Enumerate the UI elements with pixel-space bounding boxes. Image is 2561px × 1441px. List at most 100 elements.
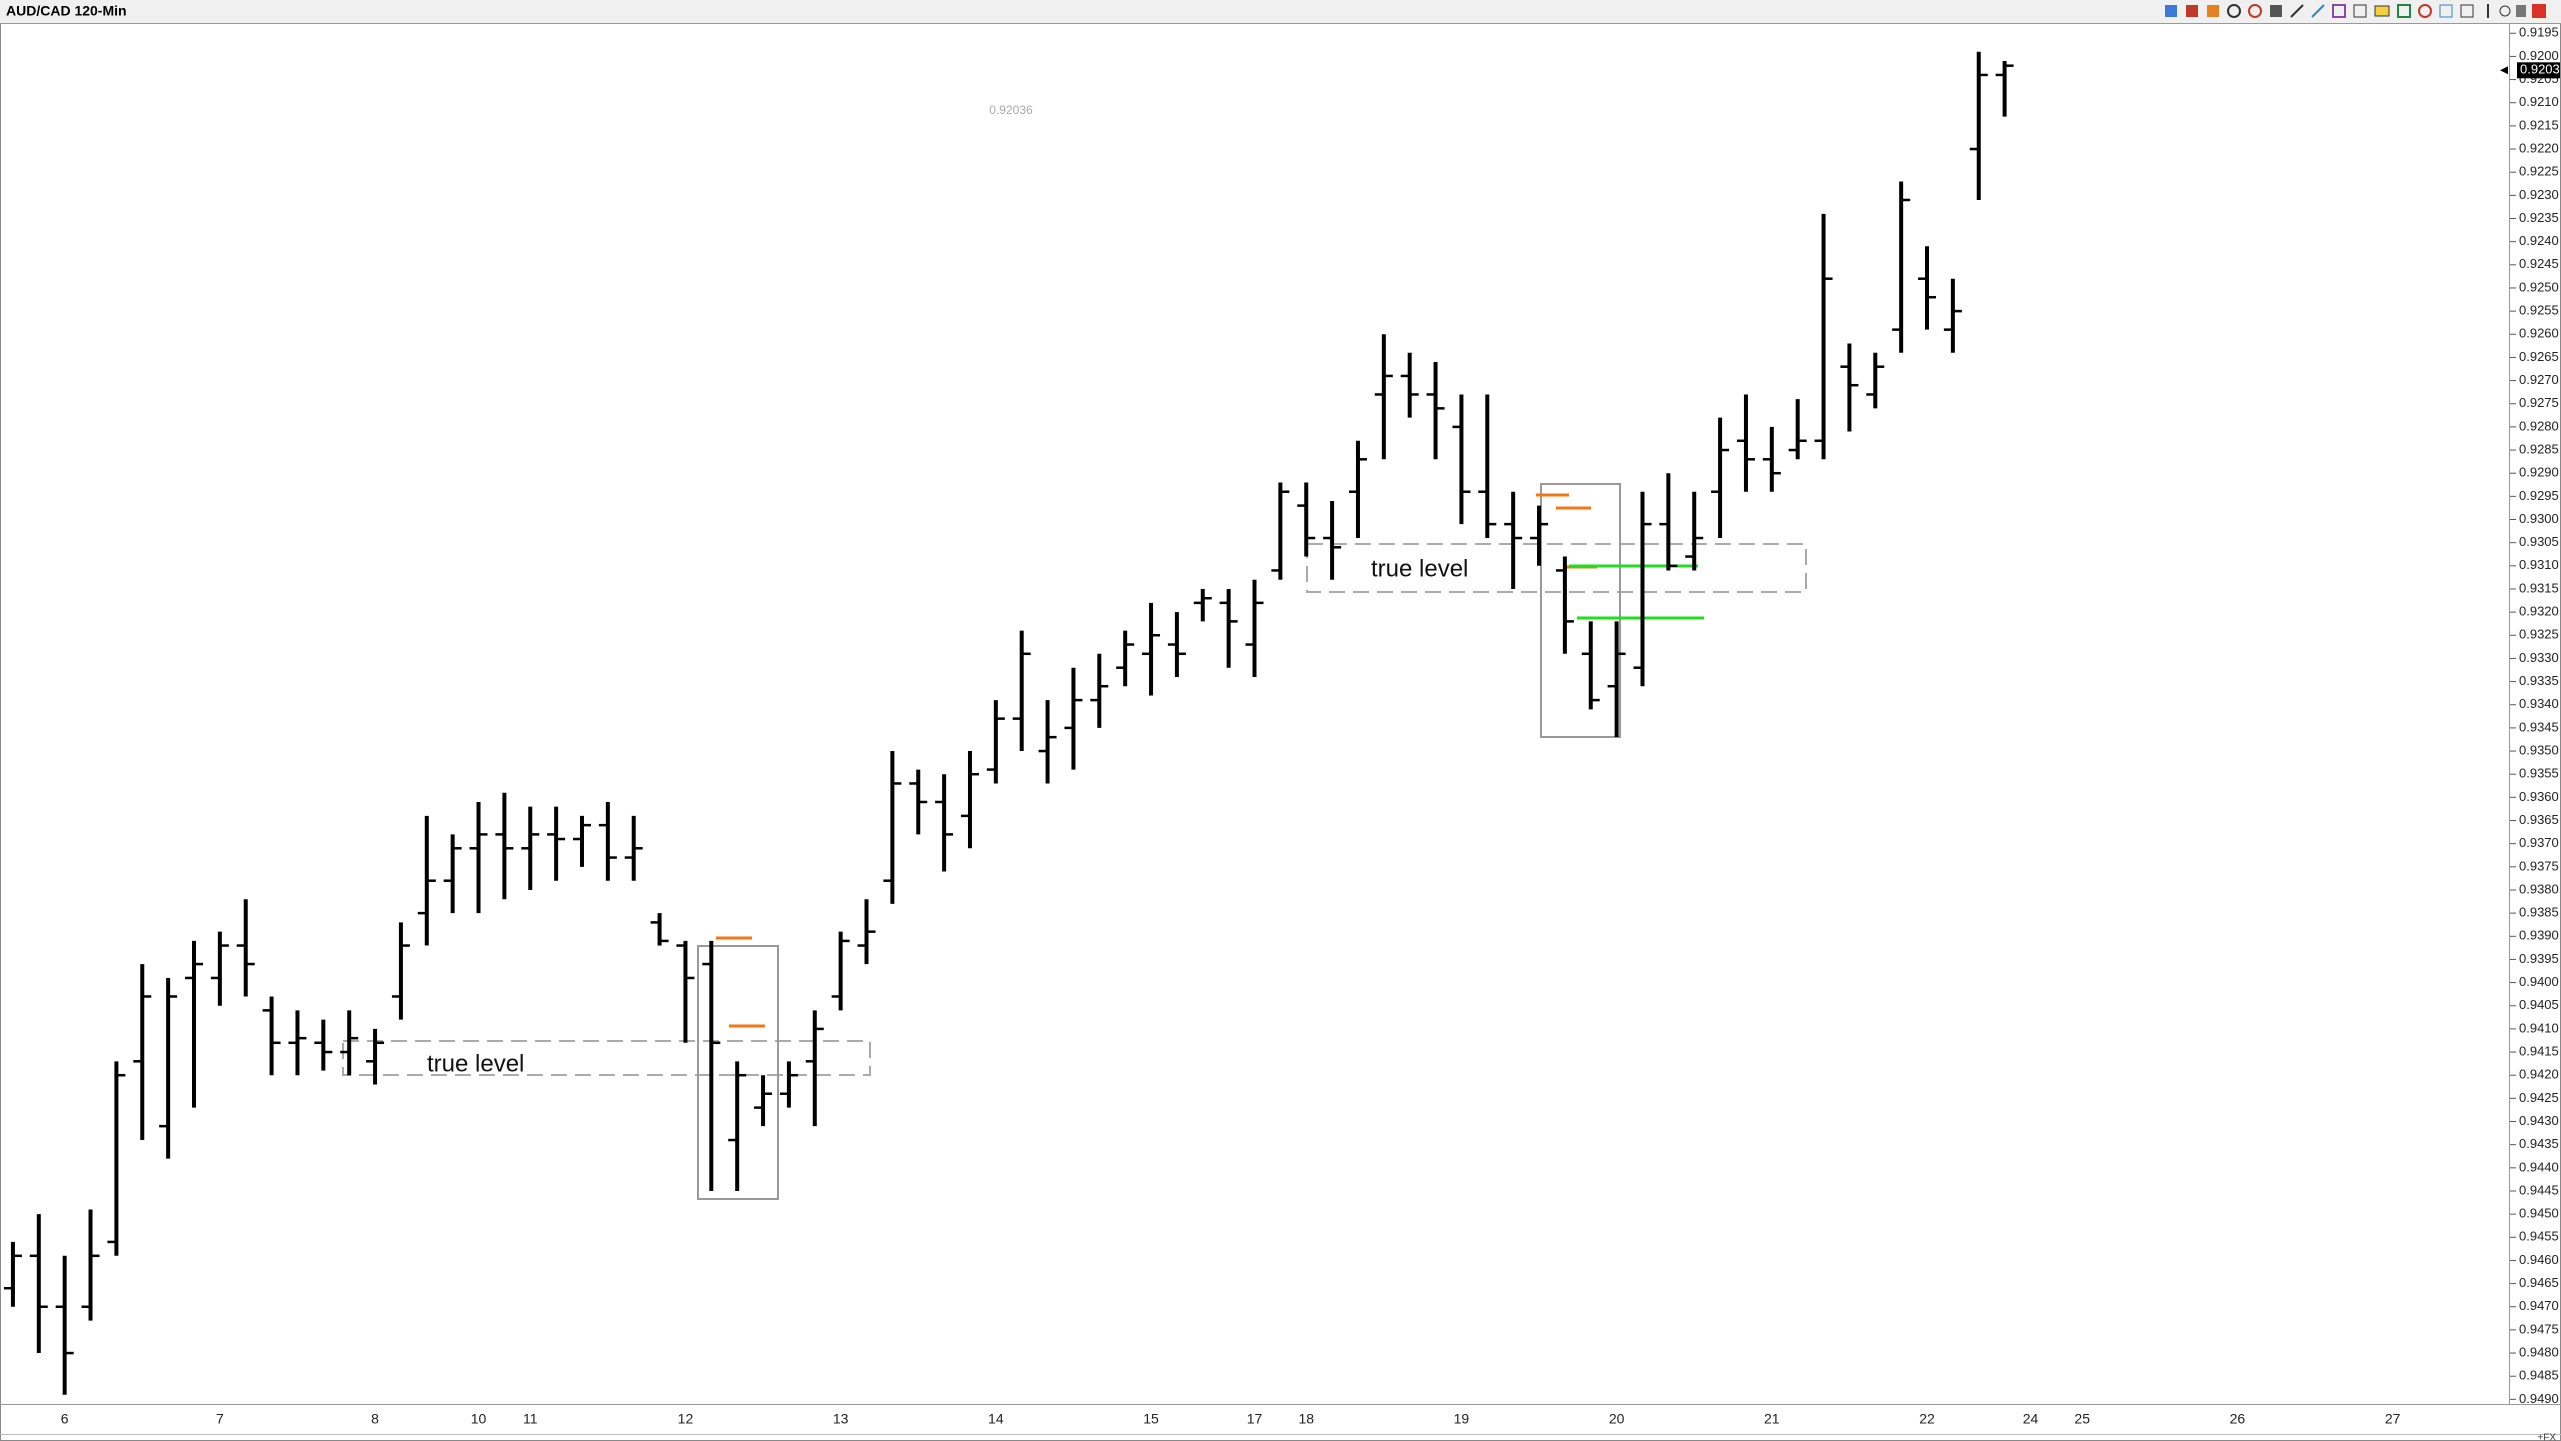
y-tick-label: 0.9455 (2519, 1229, 2559, 1244)
toolbar-icon[interactable] (2499, 5, 2511, 17)
x-tick-label: 12 (678, 1411, 694, 1427)
y-tick-label: 0.9420 (2519, 1067, 2559, 1082)
y-tick-label: 0.9485 (2519, 1368, 2559, 1383)
y-tick-label: 0.9380 (2519, 881, 2559, 896)
annotation-label: true level (1371, 555, 1468, 582)
y-tick-label: 0.9350 (2519, 742, 2559, 757)
y-tick-label: 0.9265 (2519, 349, 2559, 364)
y-tick-label: 0.9195 (2519, 25, 2559, 40)
y-tick-label: 0.9270 (2519, 372, 2559, 387)
x-tick-label: 20 (1609, 1411, 1625, 1427)
x-tick-label: 26 (2230, 1411, 2246, 1427)
y-tick-label: 0.9405 (2519, 997, 2559, 1012)
last-price-arrow (2500, 66, 2508, 75)
y-tick-label: 0.9400 (2519, 974, 2559, 989)
y-tick-label: 0.9390 (2519, 928, 2559, 943)
y-tick-label: 0.9385 (2519, 905, 2559, 920)
x-tick-label: 11 (523, 1411, 538, 1427)
y-tick-label: 0.9250 (2519, 279, 2559, 294)
y-tick-label: 0.9325 (2519, 627, 2559, 642)
annotation-label: true level (427, 1050, 524, 1077)
y-tick-label: 0.9295 (2519, 488, 2559, 503)
y-tick-label: 0.9395 (2519, 951, 2559, 966)
y-tick-label: 0.9415 (2519, 1043, 2559, 1058)
toolbar-icon[interactable] (2290, 4, 2304, 18)
y-tick-label: 0.9360 (2519, 789, 2559, 804)
x-tick-label: 6 (61, 1411, 69, 1427)
y-tick-label: 0.9235 (2519, 210, 2559, 225)
chart-title: AUD/CAD 120-Min (6, 3, 127, 19)
y-tick-label: 0.9425 (2519, 1090, 2559, 1105)
last-price-label: 0.9203 (2520, 62, 2560, 77)
close-button[interactable] (2532, 4, 2546, 18)
toolbar-icon[interactable] (2439, 4, 2453, 18)
y-tick-label: 0.9220 (2519, 140, 2559, 155)
footer-label: +FX (2537, 1433, 2556, 1441)
y-tick-label: 0.9430 (2519, 1113, 2559, 1128)
x-tick-label: 7 (216, 1411, 224, 1427)
x-tick-label: 17 (1247, 1411, 1263, 1427)
y-tick-label: 0.9290 (2519, 465, 2559, 480)
toolbar-icon[interactable] (2516, 5, 2526, 17)
y-tick-label: 0.9245 (2519, 256, 2559, 271)
y-tick-label: 0.9330 (2519, 650, 2559, 665)
x-tick-label: 14 (988, 1411, 1004, 1427)
zone-rect (1306, 543, 1807, 593)
toolbar (0, 0, 2561, 23)
toolbar-icon[interactable] (2460, 4, 2474, 18)
y-tick-label: 0.9300 (2519, 511, 2559, 526)
x-tick-label: 27 (2385, 1411, 2401, 1427)
toolbar-icon[interactable] (2186, 5, 2198, 17)
x-tick-label: 13 (833, 1411, 849, 1427)
y-tick-label: 0.9225 (2519, 164, 2559, 179)
x-tick-label: 25 (2074, 1411, 2090, 1427)
x-tick-label: 15 (1143, 1411, 1159, 1427)
cursor-price: 0.92036 (989, 103, 1033, 117)
y-tick-label: 0.9320 (2519, 604, 2559, 619)
y-tick-label: 0.9255 (2519, 303, 2559, 318)
y-tick-label: 0.9475 (2519, 1321, 2559, 1336)
y-tick-label: 0.9285 (2519, 441, 2559, 456)
x-tick-label: 10 (471, 1411, 487, 1427)
y-tick-label: 0.9435 (2519, 1136, 2559, 1151)
toolbar-icon[interactable] (2397, 4, 2411, 18)
toolbar-icon[interactable] (2353, 4, 2367, 18)
y-tick-label: 0.9280 (2519, 418, 2559, 433)
y-tick-label: 0.9215 (2519, 117, 2559, 132)
toolbar-icon[interactable] (2311, 4, 2325, 18)
y-tick-label: 0.9410 (2519, 1020, 2559, 1035)
y-tick-label: 0.9345 (2519, 719, 2559, 734)
y-tick-label: 0.9305 (2519, 534, 2559, 549)
x-tick-label: 18 (1298, 1411, 1314, 1427)
y-tick-label: 0.9445 (2519, 1182, 2559, 1197)
y-tick-label: 0.9355 (2519, 766, 2559, 781)
toolbar-icon[interactable] (2332, 4, 2346, 18)
toolbar-icon[interactable] (2165, 5, 2177, 17)
y-tick-label: 0.9310 (2519, 557, 2559, 572)
toolbar-icon[interactable] (2207, 5, 2219, 17)
y-tick-label: 0.9260 (2519, 326, 2559, 341)
toolbar-icon[interactable] (2248, 4, 2262, 18)
zone-rect (342, 1040, 871, 1076)
toolbar-icon[interactable] (2270, 5, 2282, 17)
y-tick-label: 0.9335 (2519, 673, 2559, 688)
y-tick-label: 0.9450 (2519, 1206, 2559, 1221)
y-tick-label: 0.9480 (2519, 1344, 2559, 1359)
y-tick-label: 0.9490 (2519, 1391, 2559, 1406)
y-tick-label: 0.9375 (2519, 858, 2559, 873)
y-tick-label: 0.9460 (2519, 1252, 2559, 1267)
x-tick-label: 21 (1764, 1411, 1780, 1427)
x-tick-label: 8 (371, 1411, 379, 1427)
y-tick-label: 0.9210 (2519, 94, 2559, 109)
toolbar-icon[interactable] (2374, 5, 2390, 17)
highlight-box (697, 945, 779, 1200)
toolbar-icon[interactable] (2227, 4, 2241, 18)
y-tick-label: 0.9315 (2519, 580, 2559, 595)
x-tick-label: 24 (2023, 1411, 2039, 1427)
x-tick-label: 19 (1454, 1411, 1470, 1427)
y-tick-label: 0.9200 (2519, 48, 2559, 63)
y-tick-label: 0.9370 (2519, 835, 2559, 850)
toolbar-icon[interactable] (2418, 4, 2432, 18)
y-tick-label: 0.9230 (2519, 187, 2559, 202)
